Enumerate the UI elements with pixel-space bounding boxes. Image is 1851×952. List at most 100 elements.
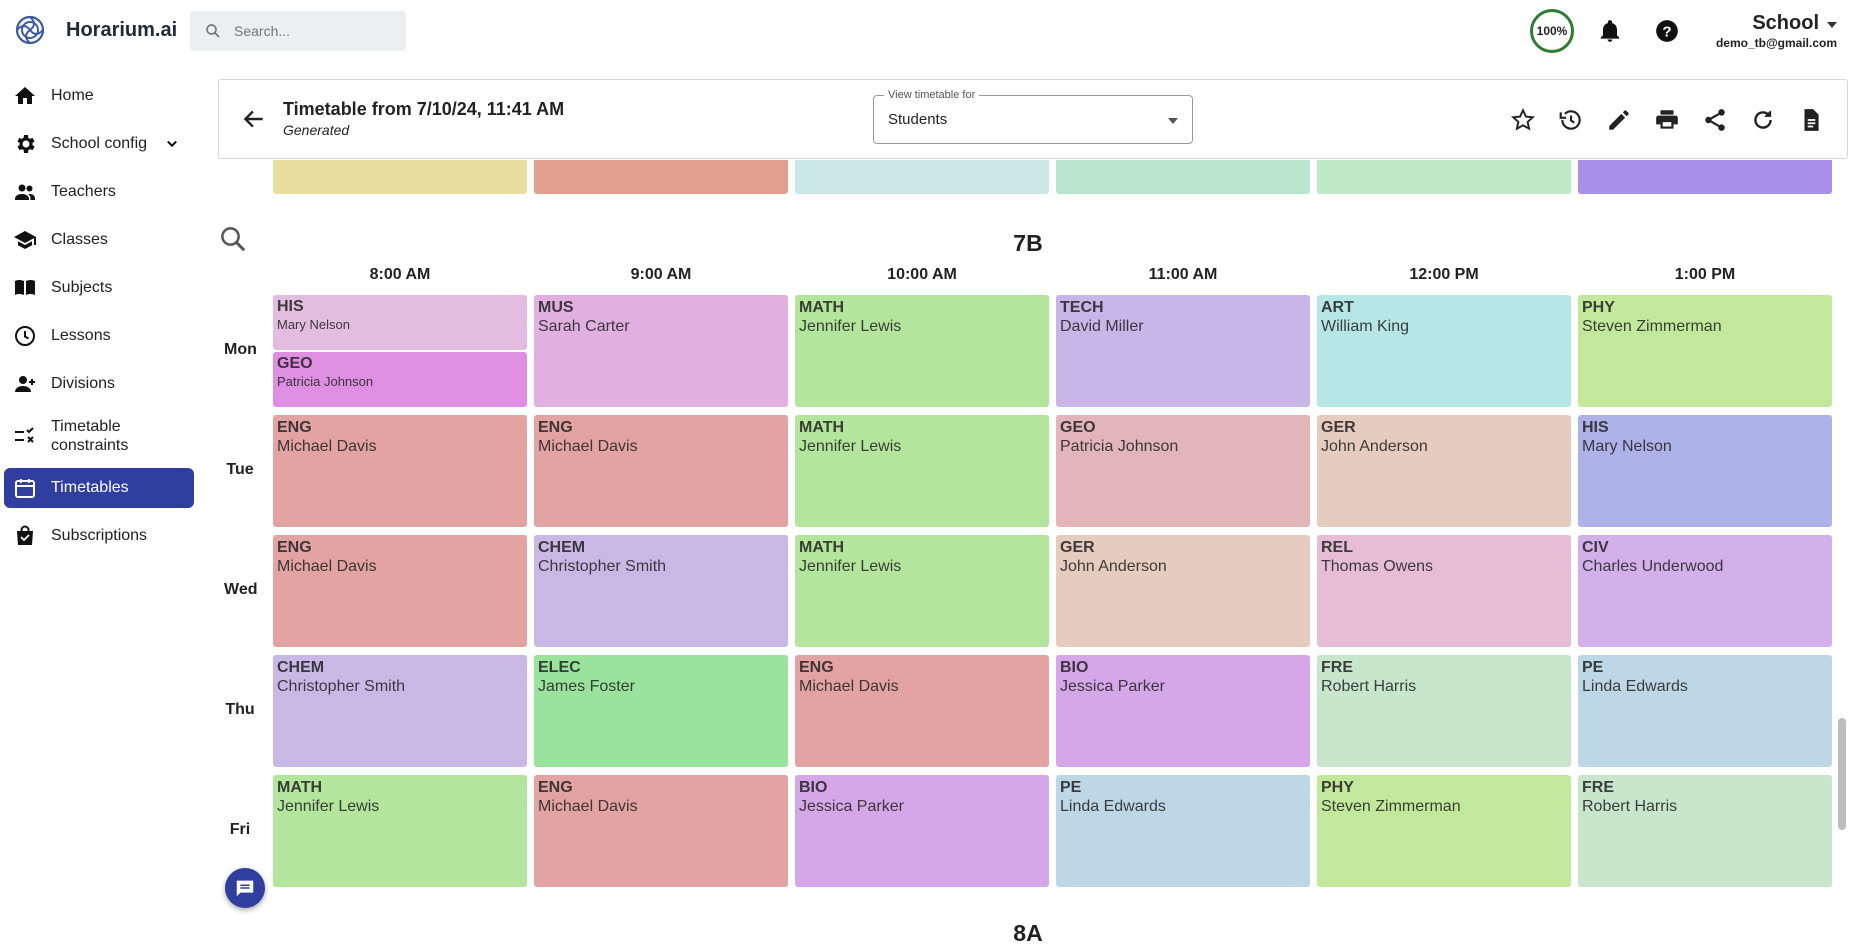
lesson-cell[interactable]: MATH Jennifer Lewis xyxy=(795,415,1049,527)
lesson-teacher: Sarah Carter xyxy=(538,318,630,335)
sidebar-item-label: Subjects xyxy=(51,279,113,296)
sidebar-item-home[interactable]: Home xyxy=(4,76,194,116)
lesson-cell[interactable]: HIS Mary Nelson xyxy=(1578,415,1832,527)
chevron-down-icon[interactable] xyxy=(162,134,182,154)
sidebar-item-classes[interactable]: Classes xyxy=(4,220,194,260)
previous-lesson-cell[interactable] xyxy=(534,160,788,194)
lesson-cell[interactable]: CHEM Christopher Smith xyxy=(273,655,527,767)
lesson-cell[interactable]: ENG Michael Davis xyxy=(273,415,527,527)
lesson-subject: GEO xyxy=(1060,419,1096,436)
lesson-cell[interactable]: GEO Patricia Johnson xyxy=(1056,415,1310,527)
previous-lesson-cell[interactable] xyxy=(1578,160,1832,194)
bell-icon[interactable] xyxy=(1597,18,1623,44)
view-select-label: View timetable for xyxy=(884,89,980,101)
search-input[interactable] xyxy=(234,23,394,39)
lesson-cell[interactable]: GEO Patricia Johnson xyxy=(273,352,527,407)
sidebar-item-lessons[interactable]: Lessons xyxy=(4,316,194,356)
timetable-status: Generated xyxy=(283,122,350,138)
sidebar-item-label: School config xyxy=(51,135,148,152)
account-name[interactable]: School xyxy=(1716,12,1838,35)
app-logo-icon[interactable] xyxy=(14,14,46,46)
sidebar-item-timetable-constraints[interactable]: Timetable constraints xyxy=(4,412,194,460)
document-icon[interactable] xyxy=(1798,107,1824,133)
account-email: demo_tb@gmail.com xyxy=(1715,36,1837,50)
lesson-subject: PE xyxy=(1582,659,1604,676)
lesson-subject: HIS xyxy=(277,298,304,315)
lesson-cell[interactable]: ART William King xyxy=(1317,295,1571,407)
day-label: Wed xyxy=(224,581,258,598)
lesson-cell[interactable]: ENG Michael Davis xyxy=(534,415,788,527)
lesson-subject: BIO xyxy=(1060,659,1089,676)
lesson-subject: GER xyxy=(1060,539,1095,556)
back-arrow-icon[interactable] xyxy=(241,106,267,132)
previous-lesson-cell[interactable] xyxy=(1317,160,1571,194)
lesson-cell[interactable]: FRE Robert Harris xyxy=(1317,655,1571,767)
lesson-cell[interactable]: MATH Jennifer Lewis xyxy=(795,535,1049,647)
lesson-cell[interactable]: BIO Jessica Parker xyxy=(795,775,1049,887)
app-name[interactable]: Horarium.ai xyxy=(66,19,178,41)
history-icon[interactable] xyxy=(1558,107,1584,133)
time-slot-header: 9:00 AM xyxy=(630,266,692,283)
home-icon xyxy=(15,87,35,104)
lesson-cell[interactable]: MUS Sarah Carter xyxy=(534,295,788,407)
zoom-search-icon[interactable] xyxy=(218,224,248,254)
view-select-value: Students xyxy=(888,111,948,128)
lesson-cell[interactable]: PE Linda Edwards xyxy=(1578,655,1832,767)
lesson-teacher: Christopher Smith xyxy=(277,678,406,695)
lesson-cell[interactable]: REL Thomas Owens xyxy=(1317,535,1571,647)
lesson-cell[interactable]: PE Linda Edwards xyxy=(1056,775,1310,887)
lesson-cell[interactable]: ELEC James Foster xyxy=(534,655,788,767)
lesson-cell[interactable]: MATH Jennifer Lewis xyxy=(795,295,1049,407)
completion-progress-ring[interactable]: 100% xyxy=(1530,9,1574,53)
people-icon xyxy=(15,184,35,200)
refresh-icon[interactable] xyxy=(1750,107,1776,133)
lesson-cell[interactable]: HIS Mary Nelson xyxy=(273,295,527,350)
day-label: Tue xyxy=(226,461,254,478)
lesson-teacher: Patricia Johnson xyxy=(1060,438,1179,455)
lesson-cell[interactable]: PHY Steven Zimmerman xyxy=(1578,295,1832,407)
sidebar-item-label: Classes xyxy=(51,231,108,248)
edit-icon[interactable] xyxy=(1606,107,1632,133)
lesson-subject: ENG xyxy=(277,419,312,436)
lesson-teacher: Steven Zimmerman xyxy=(1321,798,1461,815)
previous-lesson-cell[interactable] xyxy=(1056,160,1310,194)
lesson-subject: FRE xyxy=(1321,659,1353,676)
sidebar-item-subjects[interactable]: Subjects xyxy=(4,268,194,308)
previous-lesson-cell[interactable] xyxy=(273,160,527,194)
lesson-cell[interactable]: BIO Jessica Parker xyxy=(1056,655,1310,767)
view-timetable-for-select[interactable]: View timetable for Students xyxy=(873,89,1193,144)
sidebar-item-timetables[interactable]: Timetables xyxy=(4,468,194,508)
star-icon[interactable] xyxy=(1510,107,1536,133)
lesson-cell[interactable]: GER John Anderson xyxy=(1056,535,1310,647)
timetable-title: Timetable from 7/10/24, 11:41 AM xyxy=(283,99,565,119)
help-icon[interactable]: ? xyxy=(1654,18,1680,44)
share-icon[interactable] xyxy=(1702,107,1728,133)
timetable-scroll-area[interactable]: 7B 8:00 AM 9:00 AM 10:00 AM 11:00 AM 12:00 P… xyxy=(218,160,1838,952)
lesson-cell[interactable]: ENG Michael Davis xyxy=(795,655,1049,767)
lesson-cell[interactable]: PHY Steven Zimmerman xyxy=(1317,775,1571,887)
lesson-cell[interactable]: GER John Anderson xyxy=(1317,415,1571,527)
lesson-cell[interactable]: FRE Robert Harris xyxy=(1578,775,1832,887)
lesson-cell[interactable]: MATH Jennifer Lewis xyxy=(273,775,527,887)
scrollbar-thumb[interactable] xyxy=(1838,718,1846,830)
lesson-cell[interactable]: TECH David Miller xyxy=(1056,295,1310,407)
lesson-teacher: Thomas Owens xyxy=(1321,558,1434,575)
dropdown-arrow-icon[interactable] xyxy=(1168,118,1178,124)
rule-icon xyxy=(15,427,34,443)
sidebar-item-school-config[interactable]: School config xyxy=(4,124,194,164)
school-icon xyxy=(14,231,36,249)
search-box[interactable] xyxy=(190,11,406,51)
sidebar-item-subscriptions[interactable]: Subscriptions xyxy=(4,516,194,556)
lesson-cell[interactable]: ENG Michael Davis xyxy=(534,775,788,887)
lesson-cell[interactable]: ENG Michael Davis xyxy=(273,535,527,647)
bag-icon xyxy=(17,525,33,545)
previous-lesson-cell[interactable] xyxy=(795,160,1049,194)
account-menu[interactable]: School demo_tb@gmail.com xyxy=(1715,12,1838,50)
print-icon[interactable] xyxy=(1654,107,1680,133)
sidebar-item-teachers[interactable]: Teachers xyxy=(4,172,194,212)
lesson-cell[interactable]: CHEM Christopher Smith xyxy=(534,535,788,647)
lesson-cell[interactable]: CIV Charles Underwood xyxy=(1578,535,1832,647)
lesson-teacher: Patricia Johnson xyxy=(277,374,374,389)
sidebar-item-divisions[interactable]: Divisions xyxy=(4,364,194,404)
chat-button[interactable] xyxy=(225,868,265,908)
